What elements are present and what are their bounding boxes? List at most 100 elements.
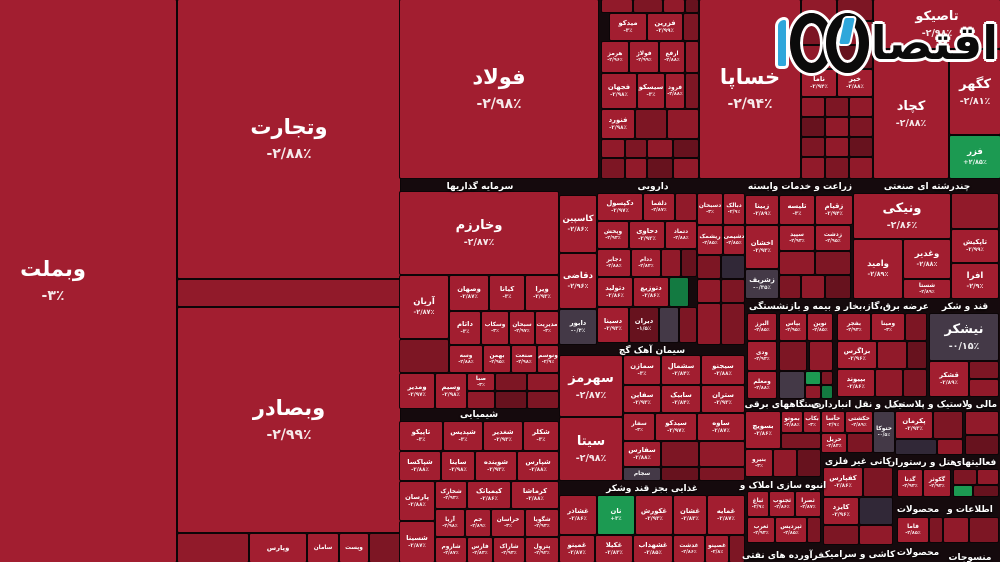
tile[interactable]	[822, 386, 832, 398]
tile-ارفع[interactable]: ارفع -۲/۸۸٪	[660, 42, 684, 72]
tile[interactable]	[370, 534, 400, 562]
tile-ریشمک[interactable]: ریشمک -۲/۸۵٪	[698, 226, 722, 254]
tile-وپست[interactable]: وپست	[340, 534, 368, 562]
tile-سابیک[interactable]: سابیک -۲/۸۴٪	[662, 386, 700, 412]
tile[interactable]	[802, 98, 824, 116]
tile[interactable]	[774, 450, 796, 476]
tile-سشمال[interactable]: سشمال -۲/۸۴٪	[662, 356, 700, 384]
tile[interactable]	[808, 518, 820, 542]
tile-بپاس[interactable]: بپاس -۲/۹۵٪	[780, 314, 806, 340]
tile[interactable]	[400, 340, 448, 372]
tile-بکاب[interactable]: بکاب -۳٪	[804, 412, 820, 432]
tile[interactable]	[970, 380, 998, 396]
tile[interactable]	[806, 372, 820, 384]
tile[interactable]	[826, 276, 850, 298]
tile[interactable]	[686, 42, 698, 72]
tile-زقیام[interactable]: زقیام -۲/۹۴٪	[816, 196, 852, 224]
tile[interactable]	[680, 308, 696, 342]
tile[interactable]	[876, 370, 902, 396]
tile[interactable]	[674, 140, 698, 157]
tile[interactable]	[468, 392, 494, 408]
tile-ساینا[interactable]: ساینا -۲/۹۸٪	[442, 452, 474, 480]
tile[interactable]	[528, 392, 558, 408]
tile-دحاوی[interactable]: دحاوی -۲/۹۲٪	[630, 222, 664, 248]
tile-فنورد[interactable]: فنورد -۲/۹۸٪	[602, 110, 634, 138]
tile-سیتا[interactable]: سیتا -۲/۹۸٪	[560, 418, 622, 480]
tile[interactable]	[496, 374, 526, 390]
tile-سفارس[interactable]: سفارس -۲/۸۸٪	[624, 442, 660, 466]
tile[interactable]	[634, 0, 662, 12]
tile-پکرمان[interactable]: پکرمان -۲/۹۳٪	[896, 412, 932, 438]
tile[interactable]	[798, 450, 820, 476]
tile-سبحان[interactable]: سبحان -۲/۹۷٪	[510, 312, 534, 344]
tile-بفجر[interactable]: بفجر -۲/۹۳٪	[838, 314, 870, 340]
tile[interactable]	[850, 138, 872, 156]
tile-البرز[interactable]: البرز -۲/۸۵٪	[748, 314, 776, 340]
tile[interactable]	[780, 372, 804, 398]
tile[interactable]	[930, 518, 942, 542]
tile-ثجنوب[interactable]: ثجنوب -۲/۸۶٪	[770, 492, 794, 516]
tile-کگهر[interactable]: کگهر -۲/۸۱٪	[950, 50, 1000, 134]
tile-دجابر[interactable]: دجابر -۲/۸۸٪	[598, 250, 630, 276]
tile-حکشتی[interactable]: حکشتی -۲/۸۹٪	[846, 412, 872, 432]
tile-وصهان[interactable]: وصهان -۲/۸۷٪	[450, 276, 488, 310]
tile-سجام[interactable]: سجام	[624, 468, 660, 480]
tile[interactable]	[904, 370, 926, 396]
tile-گدنا[interactable]: گدنا -۲/۹۳٪	[898, 470, 922, 496]
tile[interactable]	[722, 280, 744, 302]
tile[interactable]	[816, 252, 850, 274]
tile-جم[interactable]: جم -۲/۸۹٪	[466, 510, 490, 536]
tile-بپیوند[interactable]: بپیوند -۲/۸۶٪	[838, 370, 874, 396]
tile[interactable]	[908, 342, 926, 368]
tile[interactable]	[662, 468, 698, 480]
tile[interactable]	[810, 342, 832, 370]
tile-کرماشا[interactable]: کرماشا -۲/۸۸٪	[512, 482, 558, 508]
tile-صبا[interactable]: صبا -۳٪	[468, 374, 494, 390]
tile[interactable]	[722, 304, 744, 344]
tile[interactable]	[802, 118, 824, 136]
tile[interactable]	[178, 280, 400, 306]
tile-بنیرو[interactable]: بنیرو -۳٪	[746, 450, 772, 476]
tile[interactable]	[850, 158, 872, 178]
tile[interactable]	[700, 468, 744, 480]
tile-فرود[interactable]: فرود -۲/۸۸٪	[666, 74, 684, 108]
tile-شاروم[interactable]: شاروم -۲/۸۷٪	[436, 538, 466, 562]
tile-فولاد[interactable]: فولاد -۲/۹۸٪	[400, 0, 598, 178]
tile-غمینو[interactable]: غمینو -۲/۸۷٪	[560, 536, 594, 562]
tile-غکیلا[interactable]: غکیلا -۲/۸۳٪	[596, 536, 632, 562]
tile[interactable]	[954, 470, 976, 484]
tile-وسیم[interactable]: وسیم -۲/۹۸٪	[436, 374, 466, 408]
tile-سمازن[interactable]: سمازن -۳٪	[624, 356, 660, 384]
tile[interactable]	[698, 304, 720, 344]
tile-دسبحان[interactable]: دسبحان -۳٪	[698, 194, 722, 224]
tile-آریان[interactable]: آریان -۲/۸۷٪	[400, 276, 448, 338]
tile-ثصرا[interactable]: ثصرا -۲/۸۷٪	[796, 492, 820, 516]
tile[interactable]	[938, 440, 962, 454]
tile-وسه[interactable]: وسه -۲/۸۸٪	[450, 346, 482, 372]
tile-پترول[interactable]: پترول -۲/۹۲٪	[526, 538, 558, 562]
tile-زدشت[interactable]: زدشت -۲/۹۵٪	[816, 226, 850, 250]
tile-تاصیکو[interactable]: تاصیکو -۲/۹۸٪	[874, 0, 1000, 48]
tile-آریا[interactable]: آریا -۲/۹۸٪	[436, 510, 464, 536]
tile-بزاگرس[interactable]: بزاگرس -۲/۹۶٪	[838, 342, 876, 368]
tile-نیشکر[interactable]: نیشکر -۰/۱۵٪	[930, 314, 998, 360]
tile-دشیمی[interactable]: دشیمی -۲/۸۵٪	[724, 226, 744, 254]
tile[interactable]	[700, 442, 744, 466]
tile-کاسپین[interactable]: کاسپین -۲/۸۶٪	[560, 196, 596, 252]
tile-وتجارت[interactable]: وتجارت -۲/۸۸٪	[178, 0, 400, 278]
tile-زشریف[interactable]: زشریف -۰/۳۵٪	[746, 270, 778, 298]
tile[interactable]	[722, 256, 744, 278]
tile-غشان[interactable]: غشان -۲/۸۳٪	[674, 496, 706, 534]
tile-دسینا[interactable]: دسینا -۲/۹۳٪	[598, 308, 628, 342]
tile-دقاضی[interactable]: دقاضی -۲/۹۶٪	[560, 254, 596, 308]
tile-بسویچ[interactable]: بسویچ -۲/۸۶٪	[746, 412, 780, 448]
tile-قشکر[interactable]: قشکر -۲/۸۹٪	[930, 362, 968, 396]
tile[interactable]	[664, 0, 684, 12]
tile-فارس[interactable]: فارس -۲/۸۳٪	[468, 538, 492, 562]
tile-حآسا[interactable]: حآسا -۲/۹٪	[822, 412, 844, 432]
tile[interactable]	[802, 138, 824, 156]
tile[interactable]	[626, 159, 646, 178]
tile[interactable]	[864, 468, 892, 496]
tile[interactable]	[670, 278, 688, 306]
tile-حتوکا[interactable]: حتوکا -۰/۵٪	[874, 412, 894, 452]
